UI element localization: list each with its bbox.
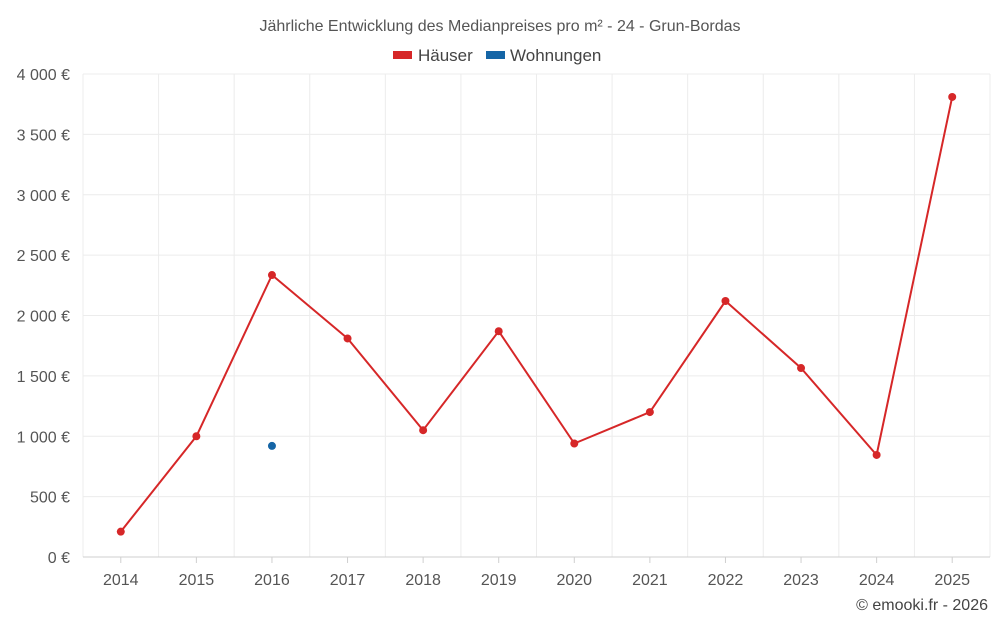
x-tick-label: 2023: [783, 572, 819, 589]
x-tick-label: 2022: [708, 572, 744, 589]
series-haeuser: [116, 92, 957, 536]
data-point-haeuser[interactable]: [721, 297, 730, 306]
data-point-haeuser[interactable]: [192, 432, 201, 441]
x-tick-label: 2017: [330, 572, 366, 589]
data-point-haeuser[interactable]: [948, 92, 957, 101]
x-tick-label: 2014: [103, 572, 139, 589]
series: [116, 92, 957, 536]
x-tick-label: 2021: [632, 572, 668, 589]
series-wohnungen: [267, 441, 276, 450]
y-tick-label: 3 000 €: [17, 188, 70, 205]
series-line-haeuser: [120, 96, 954, 533]
legend-swatch-wohnungen: [486, 51, 505, 59]
y-tick-label: 1 500 €: [17, 369, 70, 386]
y-axis: 0 € 500 € 1 000 € 1 500 € 2 000 € 2 500 € 3 00…: [17, 67, 70, 567]
x-tick-label: 2018: [405, 572, 441, 589]
x-tick-label: 2020: [556, 572, 592, 589]
x-tick-label: 2016: [254, 572, 290, 589]
data-point-haeuser[interactable]: [872, 450, 881, 459]
y-tick-label: 0 €: [48, 550, 70, 567]
legend: Häuser Wohnungen: [393, 46, 601, 65]
x-tick-label: 2025: [934, 572, 970, 589]
data-point-haeuser[interactable]: [343, 334, 352, 343]
legend-swatch-haeuser: [393, 51, 412, 59]
y-tick-label: 2 000 €: [17, 309, 70, 326]
data-point-haeuser[interactable]: [645, 408, 654, 417]
legend-item-haeuser[interactable]: Häuser: [393, 46, 473, 65]
chart-title: Jährliche Entwicklung des Medianpreises …: [259, 18, 740, 35]
legend-label-wohnungen: Wohnungen: [510, 46, 601, 65]
y-tick-label: 2 500 €: [17, 248, 70, 265]
legend-label-haeuser: Häuser: [418, 46, 473, 65]
legend-item-wohnungen[interactable]: Wohnungen: [486, 46, 601, 65]
x-axis: 2014 2015 2016 2017 2018 2019 2020 2021 2022 2023…: [83, 556, 990, 589]
data-point-haeuser[interactable]: [494, 327, 503, 336]
x-tick-label: 2024: [859, 572, 895, 589]
gridlines: [82, 73, 991, 557]
data-point-haeuser[interactable]: [797, 364, 806, 373]
y-tick-label: 3 500 €: [17, 127, 70, 144]
data-point-wohnungen[interactable]: [267, 441, 276, 450]
data-point-haeuser[interactable]: [570, 439, 579, 448]
data-point-haeuser[interactable]: [419, 426, 428, 435]
credit-text: © emooki.fr - 2026: [856, 597, 988, 614]
y-tick-label: 4 000 €: [17, 67, 70, 84]
y-tick-label: 1 000 €: [17, 429, 70, 446]
y-tick-label: 500 €: [30, 490, 70, 507]
data-point-haeuser[interactable]: [267, 271, 276, 280]
x-tick-label: 2015: [179, 572, 215, 589]
x-tick-label: 2019: [481, 572, 517, 589]
data-point-haeuser[interactable]: [116, 527, 125, 536]
